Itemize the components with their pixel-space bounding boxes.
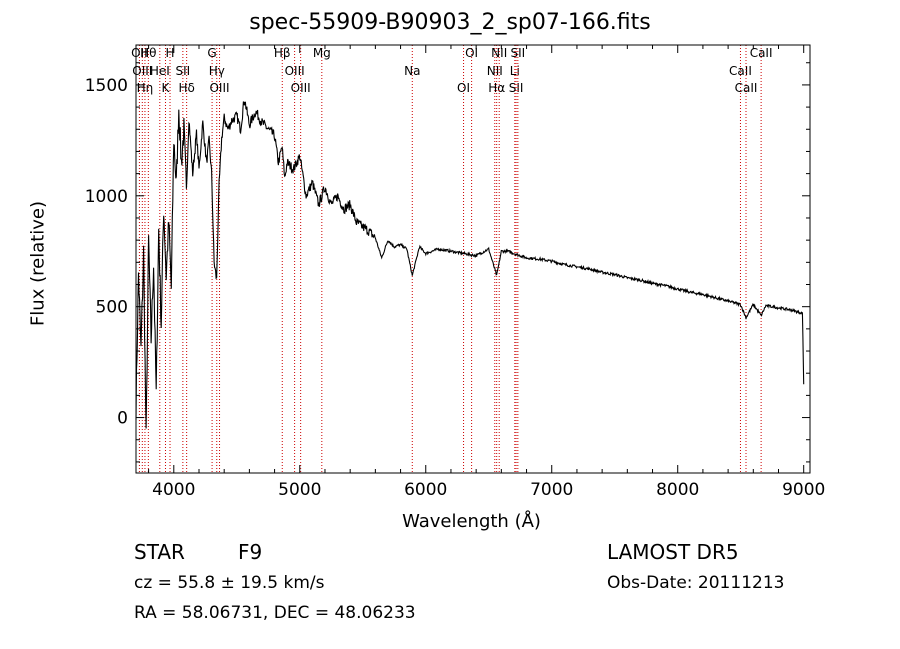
coordinates: RA = 58.06731, DEC = 48.06233 (134, 603, 416, 623)
redshift-velocity: cz = 55.8 ± 19.5 km/s (134, 573, 325, 593)
y-tick-label: 1000 (85, 187, 128, 207)
spectral-line-label: CaII (750, 46, 773, 60)
spectral-line-label: Hγ (209, 64, 225, 78)
spectral-line-label: NII (487, 64, 503, 78)
spectral-line-label: K (162, 81, 171, 95)
spectral-line-label: Hδ (178, 81, 194, 95)
plot-frame (135, 44, 811, 474)
spectral-line-label: CaII (729, 64, 752, 78)
x-tick-label: 5000 (278, 480, 321, 500)
spectral-line-label: Hθ (140, 46, 156, 60)
observation-date: Obs-Date: 20111213 (607, 573, 785, 593)
spectral-line-label: Li (510, 64, 520, 78)
spectral-line-label: OI (457, 81, 470, 95)
spectral-line-label: H (165, 46, 174, 60)
spectral-line-label: Na (404, 64, 420, 78)
spectral-line-label: OIII (132, 64, 152, 78)
spectral-line-markers: OIIOIIIHηHθHeIKHSIIHδGHγOIIIHβOIIIOIIIMg… (131, 45, 773, 473)
spectral-line-label: HeI (150, 64, 170, 78)
axis-ticks: 4000 5000 6000 7000 8000 9000 0 500 1000 1500 (85, 45, 825, 500)
chart-title: spec-55909-B90903_2_sp07-166.fits (249, 10, 651, 35)
spectrum-series-group (135, 101, 805, 429)
x-tick-label: 7000 (530, 480, 573, 500)
spectral-line-label: OIII (209, 81, 229, 95)
spectral-line-label: OII (131, 46, 148, 60)
x-axis-label: Wavelength (Å) (402, 511, 541, 532)
spectral-line-label: Mg (313, 46, 331, 60)
survey-name: LAMOST DR5 (607, 540, 739, 564)
x-tick-label: 4000 (152, 480, 195, 500)
y-tick-label: 1500 (85, 76, 128, 96)
spectral-line-label: OIII (291, 81, 311, 95)
spectrum-line (135, 101, 805, 429)
spectral-line-label: SII (509, 81, 524, 95)
x-tick-label: 9000 (782, 480, 825, 500)
object-class: STAR (134, 540, 185, 564)
x-tick-label: 8000 (656, 480, 699, 500)
object-subclass: F9 (238, 540, 263, 564)
spectral-line-label: Hη (137, 81, 154, 95)
spectral-line-label: CaII (735, 81, 758, 95)
y-tick-label: 0 (117, 409, 128, 429)
spectral-line-label: Hα (488, 81, 505, 95)
spectral-line-label: OIII (285, 64, 305, 78)
spectral-line-label: SII (510, 46, 525, 60)
spectral-line-label: G (207, 46, 216, 60)
x-tick-label: 6000 (404, 480, 447, 500)
spectral-line-label: Hβ (274, 46, 291, 60)
spectral-line-label: OI (465, 46, 478, 60)
spectral-line-label: SII (176, 64, 191, 78)
y-tick-label: 500 (96, 298, 128, 318)
y-axis-label: Flux (relative) (27, 200, 49, 327)
spectral-line-label: NII (491, 46, 507, 60)
